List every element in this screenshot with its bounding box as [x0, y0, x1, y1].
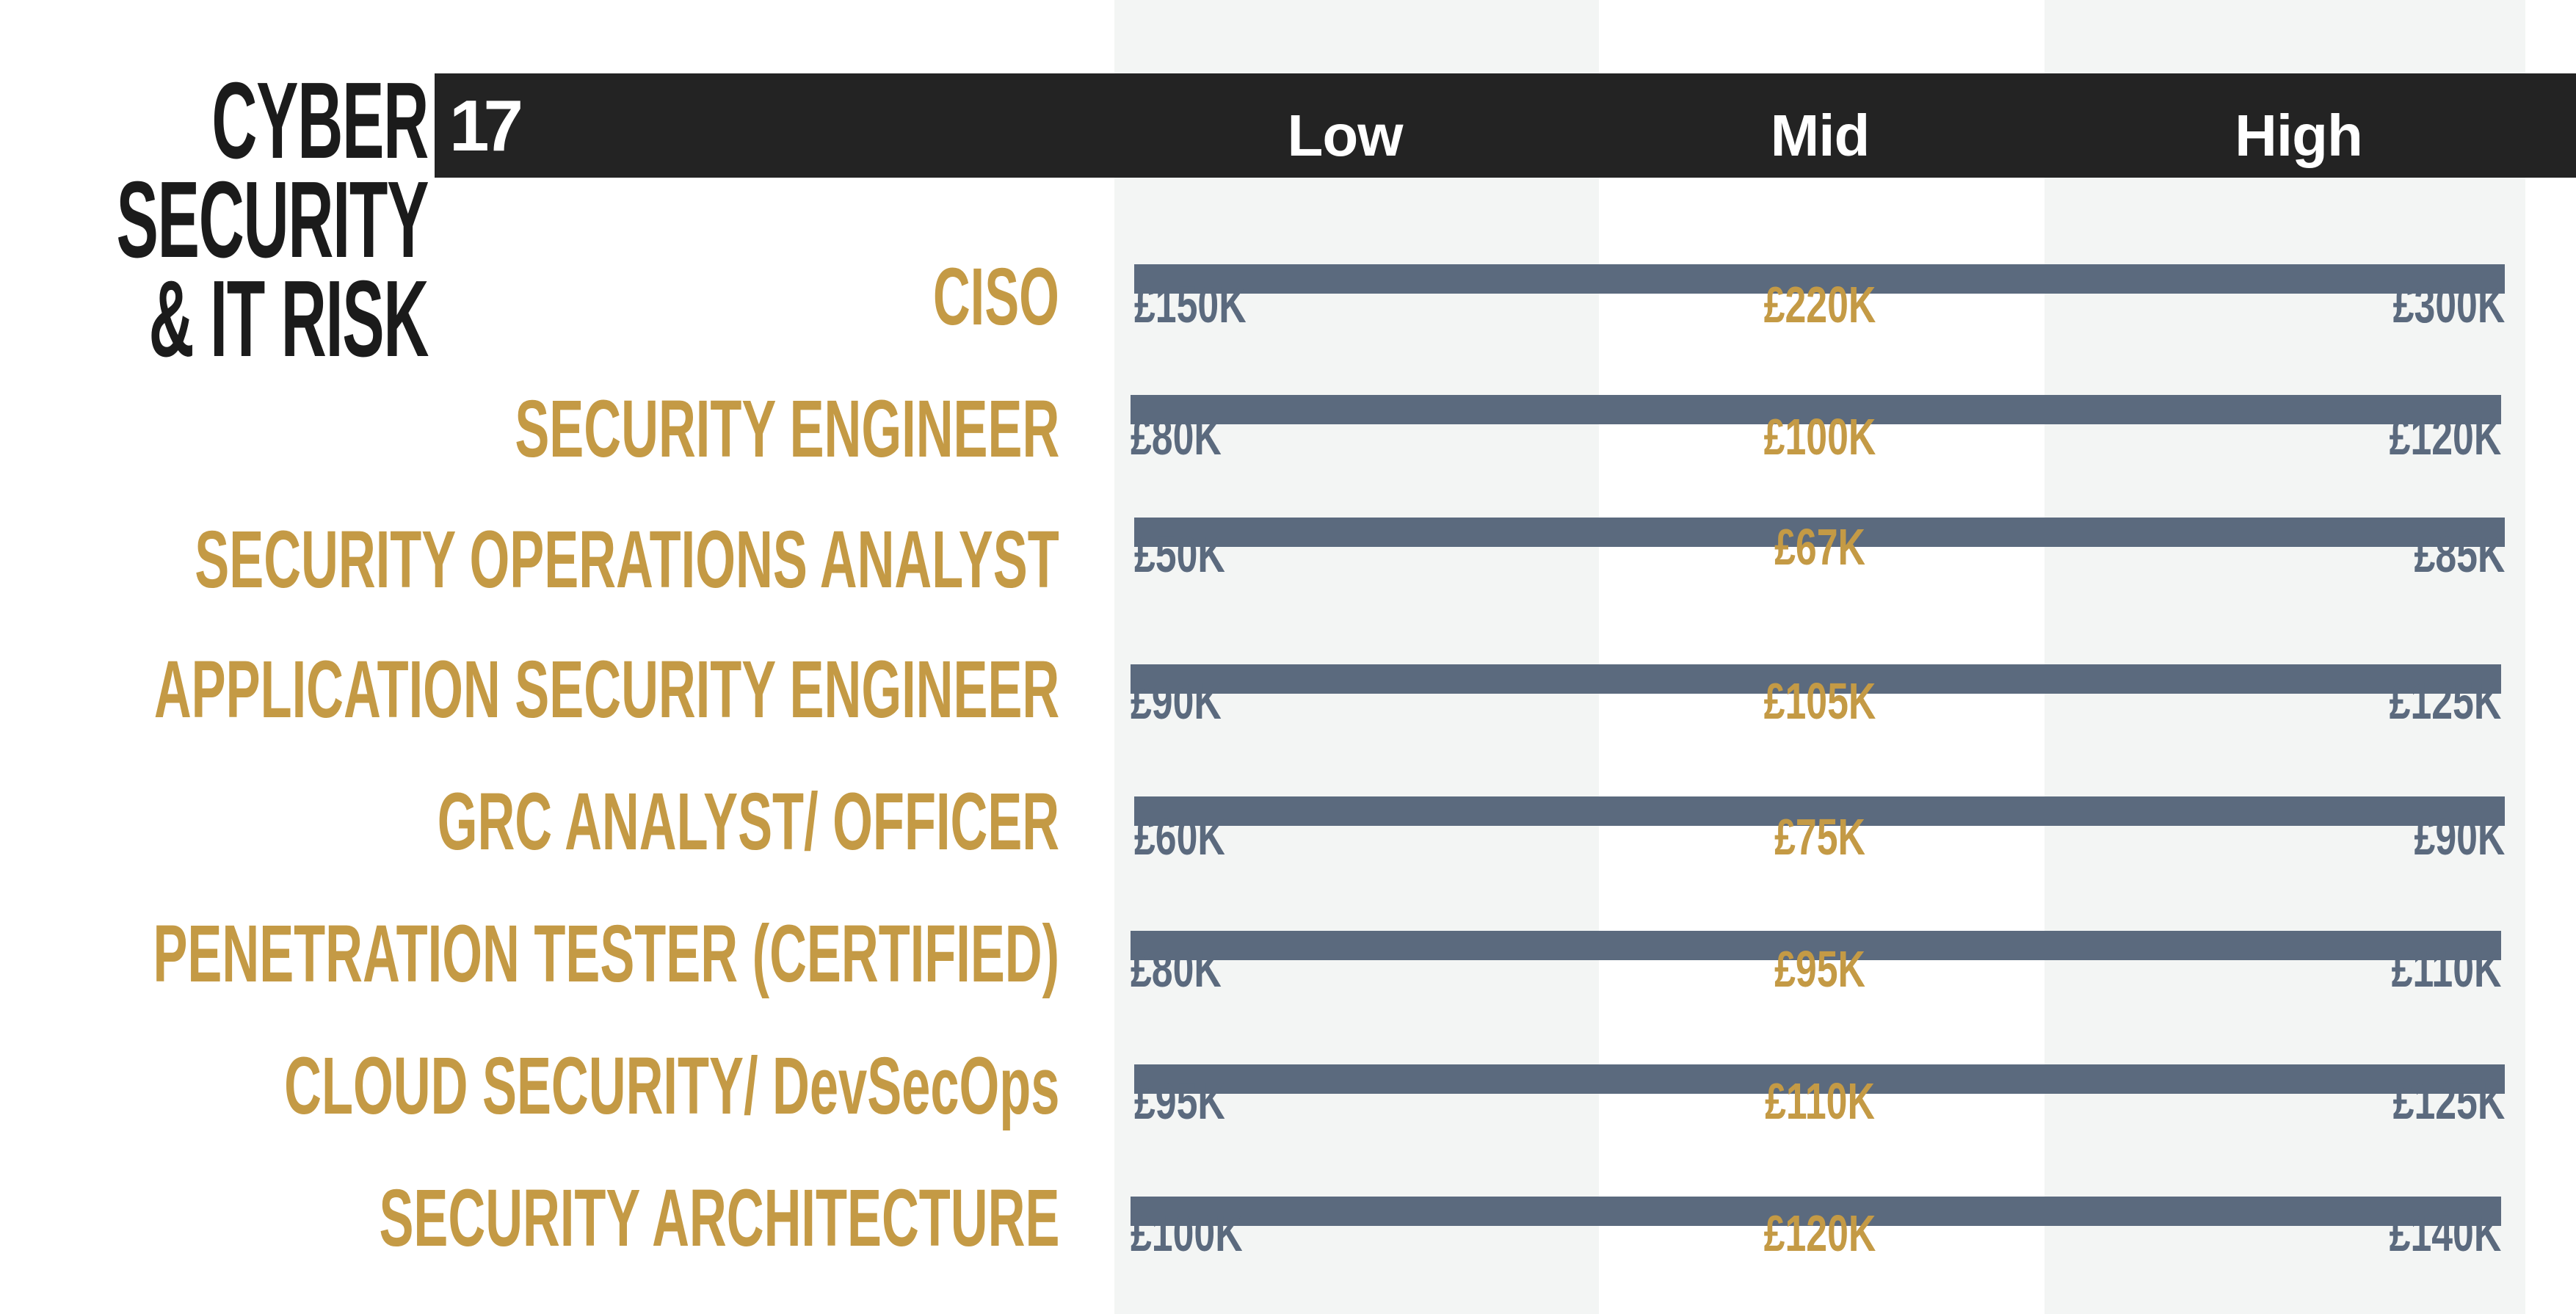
low-salary-label: £80K: [1131, 940, 1222, 998]
salary-range-bar: [1134, 1064, 2505, 1094]
salary-range-bar: [1131, 664, 2501, 694]
low-salary-label: £60K: [1134, 808, 1225, 865]
high-salary-label: £110K: [2391, 940, 2501, 998]
low-salary-label: £100K: [1131, 1205, 1243, 1262]
salary-range-bar: [1131, 395, 2501, 424]
title-line-1: CYBER: [211, 60, 429, 181]
mid-salary-label: £67K: [1774, 518, 1865, 576]
column-header-low: Low: [1287, 103, 1404, 168]
salary-range-bar: [1134, 264, 2505, 294]
column-header-mid: Mid: [1770, 103, 1871, 168]
role-label: GRC ANALYST/ OFFICER: [437, 777, 1059, 867]
low-column-shade: [1114, 0, 1599, 1314]
mid-salary-label: £110K: [1765, 1072, 1875, 1130]
mid-salary-label: £75K: [1774, 808, 1865, 865]
high-salary-label: £125K: [2392, 1072, 2505, 1130]
mid-salary-label: £100K: [1763, 408, 1876, 465]
high-salary-label: £90K: [2414, 808, 2505, 865]
salary-range-bar: [1131, 1197, 2501, 1226]
low-salary-label: £50K: [1134, 526, 1225, 583]
role-label: CLOUD SECURITY/ DevSecOps: [283, 1041, 1059, 1131]
salary-range-bar: [1131, 931, 2501, 960]
mid-salary-label: £95K: [1774, 940, 1865, 998]
role-label: CISO: [932, 252, 1059, 342]
high-salary-label: £300K: [2392, 276, 2505, 333]
title-line-3: & IT RISK: [148, 258, 429, 380]
mid-salary-label: £220K: [1763, 276, 1876, 333]
role-label: PENETRATION TESTER (CERTIFIED): [153, 909, 1059, 999]
salary-range-bar: [1134, 796, 2505, 826]
role-label: SECURITY ENGINEER: [515, 384, 1059, 474]
role-label: APPLICATION SECURITY ENGINEER: [153, 645, 1059, 735]
mid-salary-label: £120K: [1763, 1205, 1876, 1262]
salary-range-bar: [1134, 518, 2505, 547]
high-salary-label: £85K: [2414, 526, 2505, 583]
low-salary-label: £150K: [1134, 276, 1247, 333]
header-bar: [435, 73, 2576, 178]
low-salary-label: £95K: [1134, 1072, 1225, 1130]
role-label: SECURITY ARCHITECTURE: [379, 1173, 1059, 1263]
high-salary-label: £125K: [2389, 672, 2501, 730]
high-salary-label: £140K: [2389, 1205, 2501, 1262]
page-number: 17: [449, 85, 523, 166]
mid-salary-label: £105K: [1763, 672, 1876, 730]
role-label: SECURITY OPERATIONS ANALYST: [195, 515, 1059, 605]
title-line-2: SECURITY: [116, 159, 429, 280]
high-column-shade: [2045, 0, 2525, 1314]
low-salary-label: £80K: [1131, 408, 1222, 465]
low-salary-label: £90K: [1131, 672, 1222, 730]
high-salary-label: £120K: [2389, 408, 2501, 465]
column-header-high: High: [2235, 103, 2363, 168]
